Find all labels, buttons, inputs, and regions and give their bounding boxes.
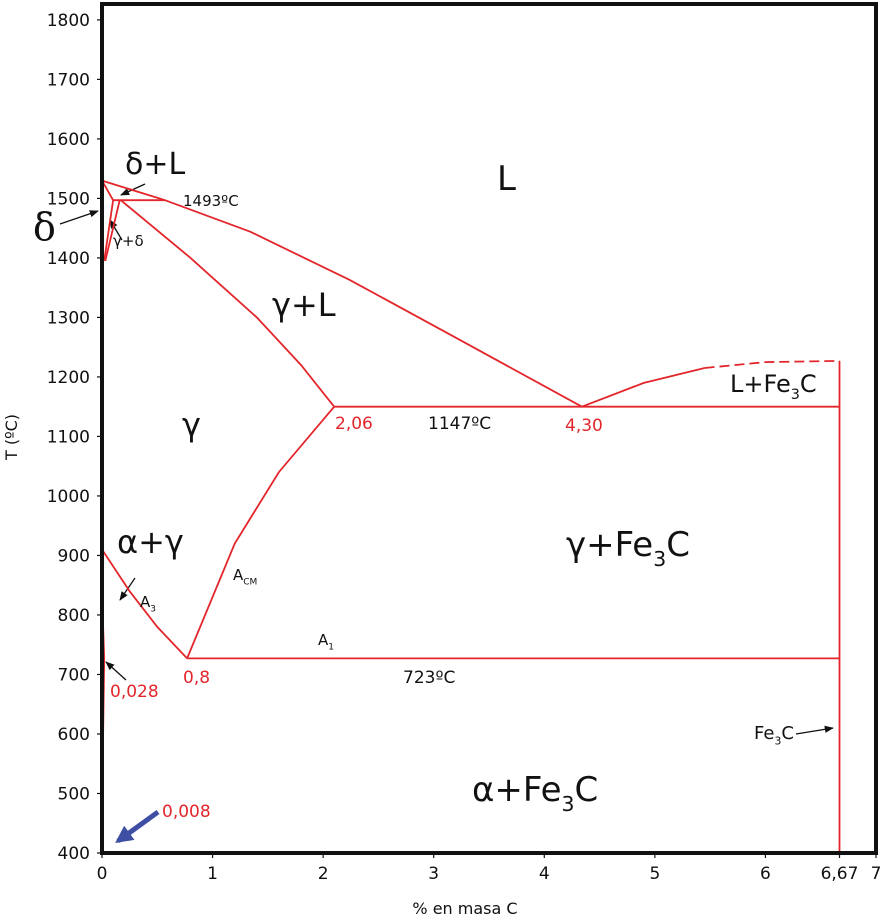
label-part: 0,008 [162,802,211,822]
label-part: γ+Fe [566,525,653,565]
region-label: L+Fe3C [730,370,817,403]
phase-boundary [704,360,840,369]
x-tick-label: 2 [318,864,329,884]
label-part: α+γ [117,523,184,561]
label-part: C [666,525,690,565]
region-label: 2,06 [335,414,373,434]
label-part: Fe [754,723,774,744]
y-tick-label: 500 [58,784,90,804]
phase-boundary [120,199,335,408]
region-label: δ [33,205,56,249]
label-part: C [781,723,794,744]
label-part: 0,028 [110,682,159,702]
label-part: 0,8 [183,668,210,688]
phase-boundary [186,406,335,659]
y-tick-label: 1200 [47,368,90,388]
x-tick-label: 3 [428,864,439,884]
y-axis-title: T (ºC) [2,414,21,461]
label-part: A [140,593,151,611]
y-tick-label: 1400 [47,249,90,269]
label-part: 1147ºC [428,414,491,434]
label-part: 1 [328,643,334,653]
label-part: L+Fe [730,370,791,398]
y-tick-label: 1100 [47,427,90,447]
x-axis-title: % en masa C [412,899,517,918]
region-label: γ+L [272,286,336,324]
y-tick-label: 1600 [47,130,90,150]
y-tick-label: 1800 [47,11,90,31]
phase-boundary [101,549,188,660]
label-part: C [800,370,817,398]
label-part: CM [243,578,257,588]
region-label: L [497,159,516,199]
label-part: δ [33,205,56,249]
label-part: A [233,566,244,584]
label-part: 1493ºC [183,192,239,210]
label-part: γ [182,406,201,444]
region-label: 723ºC [403,668,455,688]
y-tick-label: 700 [58,665,90,685]
x-tick-label: 0 [97,864,108,884]
y-tick-label: 1000 [47,487,90,507]
label-part: 3 [653,547,666,571]
label-part: 3 [562,792,575,816]
region-label: 0,008 [162,802,211,822]
label-part: L [497,159,516,199]
x-tick-label: 1 [207,864,218,884]
x-tick-label: 4 [539,864,550,884]
region-label: γ+Fe3C [566,525,690,571]
y-tick-label: 1500 [47,189,90,209]
label-part: γ+L [272,286,336,324]
y-tick-label: 1700 [47,70,90,90]
phase-boundary [581,367,705,408]
label-part: δ+L [125,147,185,182]
annotation-arrows [59,183,834,844]
plot-frame [100,2,878,855]
x-tick-label: 6,67 [821,864,859,884]
region-label: ACM [233,566,257,588]
phase-boundary [101,179,583,408]
label-part: 723ºC [403,668,455,688]
x-tick-label: 7 [871,864,882,884]
x-tick-label: 5 [649,864,660,884]
label-part: 3 [791,387,800,403]
region-label: 1493ºC [183,192,239,210]
x-tick-label: 6 [760,864,771,884]
region-label: 4,30 [565,416,603,436]
label-part: 3 [774,734,781,747]
label-part: 4,30 [565,416,603,436]
label-part: α+Fe [472,770,562,810]
region-label: α+γ [117,523,184,561]
label-part: A [318,631,329,649]
phase-boundary [104,199,121,262]
y-tick-label: 1300 [47,308,90,328]
y-tick-label: 400 [58,844,90,864]
phase-boundary [103,200,114,262]
label-part: C [575,770,599,810]
region-label: 1147ºC [428,414,491,434]
label-part: γ+δ [113,232,144,250]
y-tick-label: 900 [58,546,90,566]
region-label: γ [182,406,201,444]
region-label: 0,028 [110,682,159,702]
y-tick-label: 600 [58,725,90,745]
region-label: γ+δ [113,232,144,250]
region-label: Fe3C [754,723,794,747]
y-tick-label: 800 [58,606,90,626]
label-part: 2,06 [335,414,373,434]
region-label: α+Fe3C [472,770,598,816]
region-label: 0,8 [183,668,210,688]
region-label: A3 [140,593,156,615]
region-label: δ+L [125,147,185,182]
region-label: A1 [318,631,334,653]
label-part: 3 [150,605,156,615]
